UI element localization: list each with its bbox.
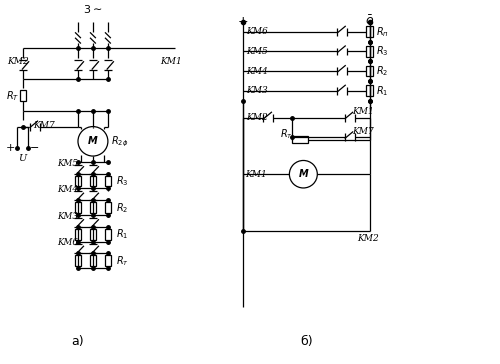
Text: KM7: KM7 [352, 127, 374, 136]
Text: −: − [30, 143, 40, 153]
Text: $R_т$: $R_т$ [116, 254, 128, 268]
Text: KM2: KM2 [246, 113, 268, 122]
Bar [366, 85, 373, 96]
Bar [90, 202, 96, 213]
Text: KM5: KM5 [246, 47, 268, 56]
Text: M: M [88, 136, 98, 146]
Bar [90, 255, 96, 266]
Text: $3\sim$: $3\sim$ [83, 3, 102, 15]
Text: $\bar{o}$: $\bar{o}$ [365, 15, 374, 28]
Text: KM6: KM6 [57, 238, 78, 248]
Bar [104, 176, 111, 186]
Text: $R_3$: $R_3$ [376, 44, 388, 58]
Text: $R_2$: $R_2$ [376, 64, 388, 78]
Text: +: + [6, 143, 16, 153]
Text: KM4: KM4 [246, 67, 268, 76]
Text: KM1: KM1 [352, 107, 374, 116]
Bar [90, 229, 96, 240]
Text: KM2: KM2 [357, 234, 379, 242]
Text: KM3: KM3 [246, 86, 268, 95]
Bar [104, 202, 111, 213]
Text: а): а) [72, 335, 85, 348]
Text: +: + [237, 15, 248, 28]
Bar [104, 255, 111, 266]
Bar [366, 66, 373, 76]
Text: KM7: KM7 [33, 120, 55, 130]
Bar [292, 136, 308, 143]
Text: M: M [298, 169, 308, 179]
Text: $R_т$: $R_т$ [280, 127, 293, 141]
Text: KM5: KM5 [57, 159, 78, 168]
Bar [20, 90, 26, 101]
Bar [74, 176, 81, 186]
Text: $R_1$: $R_1$ [376, 84, 388, 98]
Bar [74, 202, 81, 213]
Text: KM1: KM1 [160, 57, 182, 66]
Text: $R_3$: $R_3$ [116, 174, 128, 188]
Text: $R_{2\phi}$: $R_{2\phi}$ [112, 134, 128, 149]
Text: $R_1$: $R_1$ [116, 227, 128, 241]
Text: KM1: KM1 [245, 170, 267, 179]
Bar [90, 176, 96, 186]
Text: $R_п$: $R_п$ [376, 25, 389, 39]
Text: KM3: KM3 [57, 212, 78, 221]
Text: б): б) [300, 335, 312, 348]
Text: KM6: KM6 [246, 27, 268, 36]
Bar [366, 46, 373, 57]
Text: $R_2$: $R_2$ [116, 201, 128, 214]
Text: KM2: KM2 [6, 57, 29, 66]
Text: U: U [18, 154, 27, 162]
Text: KM4: KM4 [57, 185, 78, 194]
Text: $R_T$: $R_T$ [6, 89, 19, 103]
Bar [366, 27, 373, 37]
Bar [104, 229, 111, 240]
Bar [74, 229, 81, 240]
Bar [74, 255, 81, 266]
